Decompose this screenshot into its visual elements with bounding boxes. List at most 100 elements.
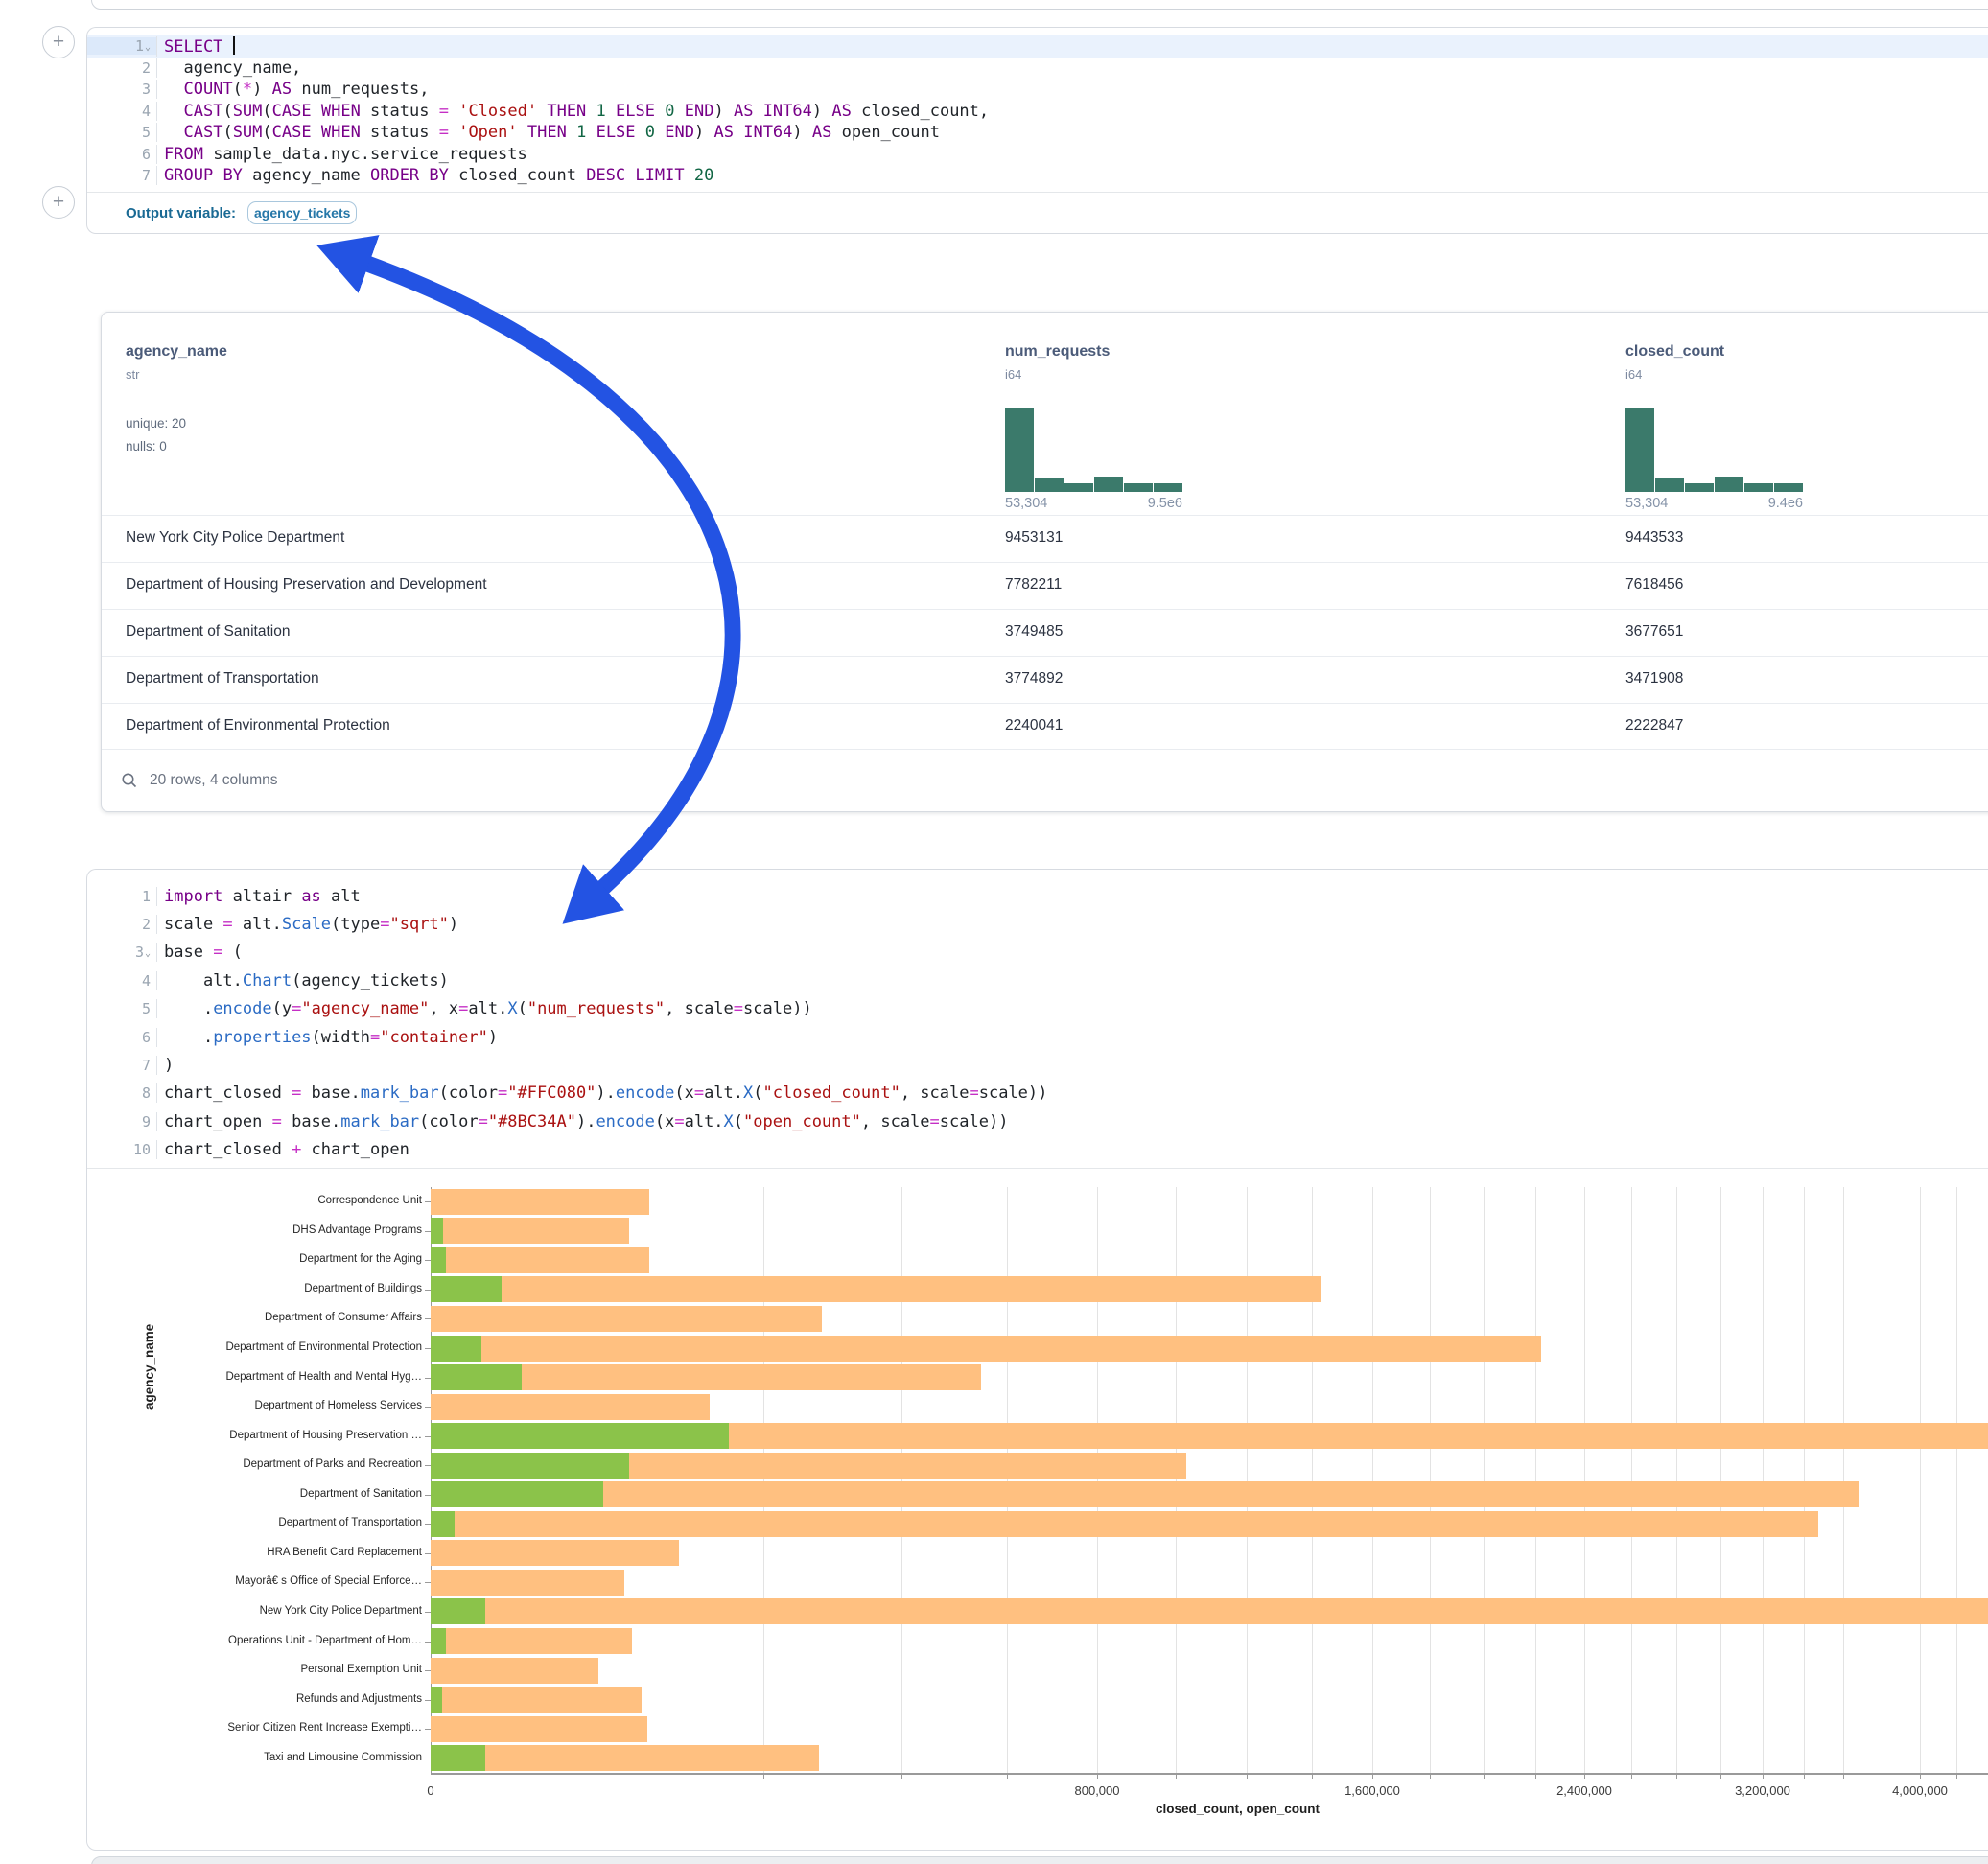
fold-caret-icon[interactable]: ⌄ <box>144 41 151 53</box>
python-code-line[interactable]: 2 scale = alt.Scale(type="sqrt") <box>87 910 1988 938</box>
code-token: 'Open' <box>458 123 518 143</box>
code-line-text: base = ( <box>156 943 1988 963</box>
line-number-text: 4 <box>141 102 151 120</box>
line-number-text: 1 <box>134 37 144 56</box>
line-number-text: 7 <box>141 167 151 185</box>
code-token: AS <box>811 123 832 143</box>
code-token: chart_open <box>301 1140 409 1160</box>
code-token: agency_name, <box>164 58 302 78</box>
code-token: encode <box>615 1083 675 1104</box>
code-token: = <box>222 915 233 935</box>
line-number: 1 ⌄ <box>87 37 156 56</box>
code-token: agency_name <box>242 166 370 186</box>
code-token: ELSE <box>616 101 655 121</box>
code-token: WHEN <box>320 101 361 121</box>
column-name: num_requests <box>1005 343 1111 360</box>
output-variable-chip[interactable]: agency_tickets <box>247 201 358 224</box>
code-token: . <box>164 999 214 1019</box>
code-line-text: CAST(SUM(CASE WHEN status = 'Closed' THE… <box>156 101 1988 121</box>
cell-agency-name: Department of Environmental Protection <box>126 717 390 734</box>
code-token: THEN <box>526 123 567 143</box>
code-token: encode <box>213 999 272 1019</box>
code-token <box>164 80 183 99</box>
sql-code-line[interactable]: 6 FROM sample_data.nyc.service_requests <box>87 144 1988 166</box>
add-cell-button-top[interactable]: + <box>42 26 75 58</box>
column-header-closed_count[interactable]: closed_count i64 53,304 9.4e6 <box>1625 343 1803 511</box>
column-type: i64 <box>1625 367 1643 382</box>
python-code-line[interactable]: 10 chart_closed + chart_open <box>87 1136 1988 1164</box>
code-token: "agency_name" <box>301 999 430 1019</box>
code-token: alt. <box>704 1083 744 1104</box>
python-code-line[interactable]: 8 chart_closed = base.mark_bar(color="#FF… <box>87 1080 1988 1107</box>
sql-code-line[interactable]: 3 COUNT(*) AS num_requests, <box>87 79 1988 101</box>
code-token <box>222 37 232 57</box>
python-code-line[interactable]: 5 .encode(y="agency_name", x=alt.X("num_… <box>87 995 1988 1023</box>
cell-value: 2240041 <box>1005 717 1064 734</box>
histogram-minmax: 53,304 9.5e6 <box>1005 496 1182 511</box>
sql-code-line[interactable]: 7 GROUP BY agency_name ORDER BY closed_co… <box>87 165 1988 187</box>
cell-value: 2222847 <box>1625 717 1684 734</box>
python-code-line[interactable]: 6 .properties(width="container") <box>87 1023 1988 1051</box>
code-token: X <box>743 1083 754 1104</box>
line-number: 6 <box>87 146 156 163</box>
code-token: (x <box>654 1111 675 1131</box>
code-token: ( <box>753 1083 763 1104</box>
table-row[interactable]: Department of Sanitation 3749485 3677651 <box>102 609 1988 657</box>
python-code-line[interactable]: 1 import altair as alt <box>87 882 1988 910</box>
python-code-line[interactable]: 9 chart_open = base.mark_bar(color="#8BC3… <box>87 1107 1988 1135</box>
table-row[interactable]: New York City Police Department 9453131 94… <box>102 515 1988 563</box>
code-token: = <box>292 999 302 1019</box>
code-token: ( <box>232 80 243 100</box>
code-token: ( <box>222 101 233 121</box>
code-token: * <box>242 80 253 100</box>
sql-code-line[interactable]: 5 CAST(SUM(CASE WHEN status = 'Open' THE… <box>87 122 1988 144</box>
line-number-text: 1 <box>141 887 151 905</box>
code-token: alt. <box>164 970 243 990</box>
code-line-text: CAST(SUM(CASE WHEN status = 'Open' THEN … <box>156 123 1988 143</box>
code-line-text: COUNT(*) AS num_requests, <box>156 80 1988 100</box>
cell-agency-name: Department of Sanitation <box>126 623 291 640</box>
line-number-text: 8 <box>141 1084 151 1103</box>
table-row[interactable]: Department of Housing Preservation and D… <box>102 562 1988 610</box>
python-code-line[interactable]: 3 ⌄ base = ( <box>87 939 1988 967</box>
table-row[interactable]: Department of Environmental Protection 22… <box>102 703 1988 751</box>
fold-caret-icon[interactable]: ⌄ <box>144 947 151 959</box>
cell-value: 7782211 <box>1005 576 1063 593</box>
column-name: closed_count <box>1625 343 1725 360</box>
histogram-max-label: 9.4e6 <box>1767 496 1803 511</box>
line-number: 2 <box>87 916 156 933</box>
column-stat: nulls: 0 <box>126 439 167 454</box>
code-token: "container" <box>380 1027 488 1047</box>
code-token: = <box>498 1083 508 1104</box>
column-stat: unique: 20 <box>126 416 187 431</box>
column-header-num_requests[interactable]: num_requests i64 53,304 9.5e6 <box>1005 343 1182 511</box>
sql-code-line[interactable]: 2 agency_name, <box>87 58 1988 80</box>
add-cell-button-output[interactable]: + <box>42 186 75 219</box>
python-code-editor[interactable]: 1 import altair as alt 2 scale = alt.Scale(… <box>87 882 1988 1164</box>
histogram-bar <box>1035 478 1064 492</box>
table-row[interactable]: Department of Transportation 3774892 34719… <box>102 656 1988 704</box>
code-token: CAST <box>183 101 223 121</box>
code-token: SUM <box>232 101 263 121</box>
python-code-line[interactable]: 4 alt.Chart(agency_tickets) <box>87 967 1988 994</box>
histogram-min-label: 53,304 <box>1625 496 1669 511</box>
code-token: BY <box>429 166 449 186</box>
table-shape-label: 20 rows, 4 columns <box>150 772 278 788</box>
code-token: = <box>380 915 390 935</box>
sql-code-editor[interactable]: 1 ⌄ SELECT 2 agency_name, 3 COUNT(*) AS num… <box>87 35 1988 187</box>
search-icon[interactable] <box>121 772 138 789</box>
python-code-line[interactable]: 7) <box>87 1051 1988 1079</box>
histogram-bar <box>1124 483 1153 492</box>
histogram-bar <box>1715 477 1743 492</box>
line-number: 8 <box>87 1084 156 1102</box>
code-token <box>164 123 183 142</box>
sql-code-line[interactable]: 1 ⌄ SELECT <box>87 35 1988 58</box>
code-token: ) <box>792 123 812 143</box>
histogram-bar <box>1005 408 1034 492</box>
line-number-text: 2 <box>141 58 151 77</box>
code-token <box>753 102 762 121</box>
line-number: 9 <box>87 1113 156 1130</box>
column-header-agency_name[interactable]: agency_name str unique: 20 nulls: 0 <box>126 343 227 458</box>
sql-code-line[interactable]: 4 CAST(SUM(CASE WHEN status = 'Closed' T… <box>87 101 1988 123</box>
code-token: base <box>164 943 214 963</box>
